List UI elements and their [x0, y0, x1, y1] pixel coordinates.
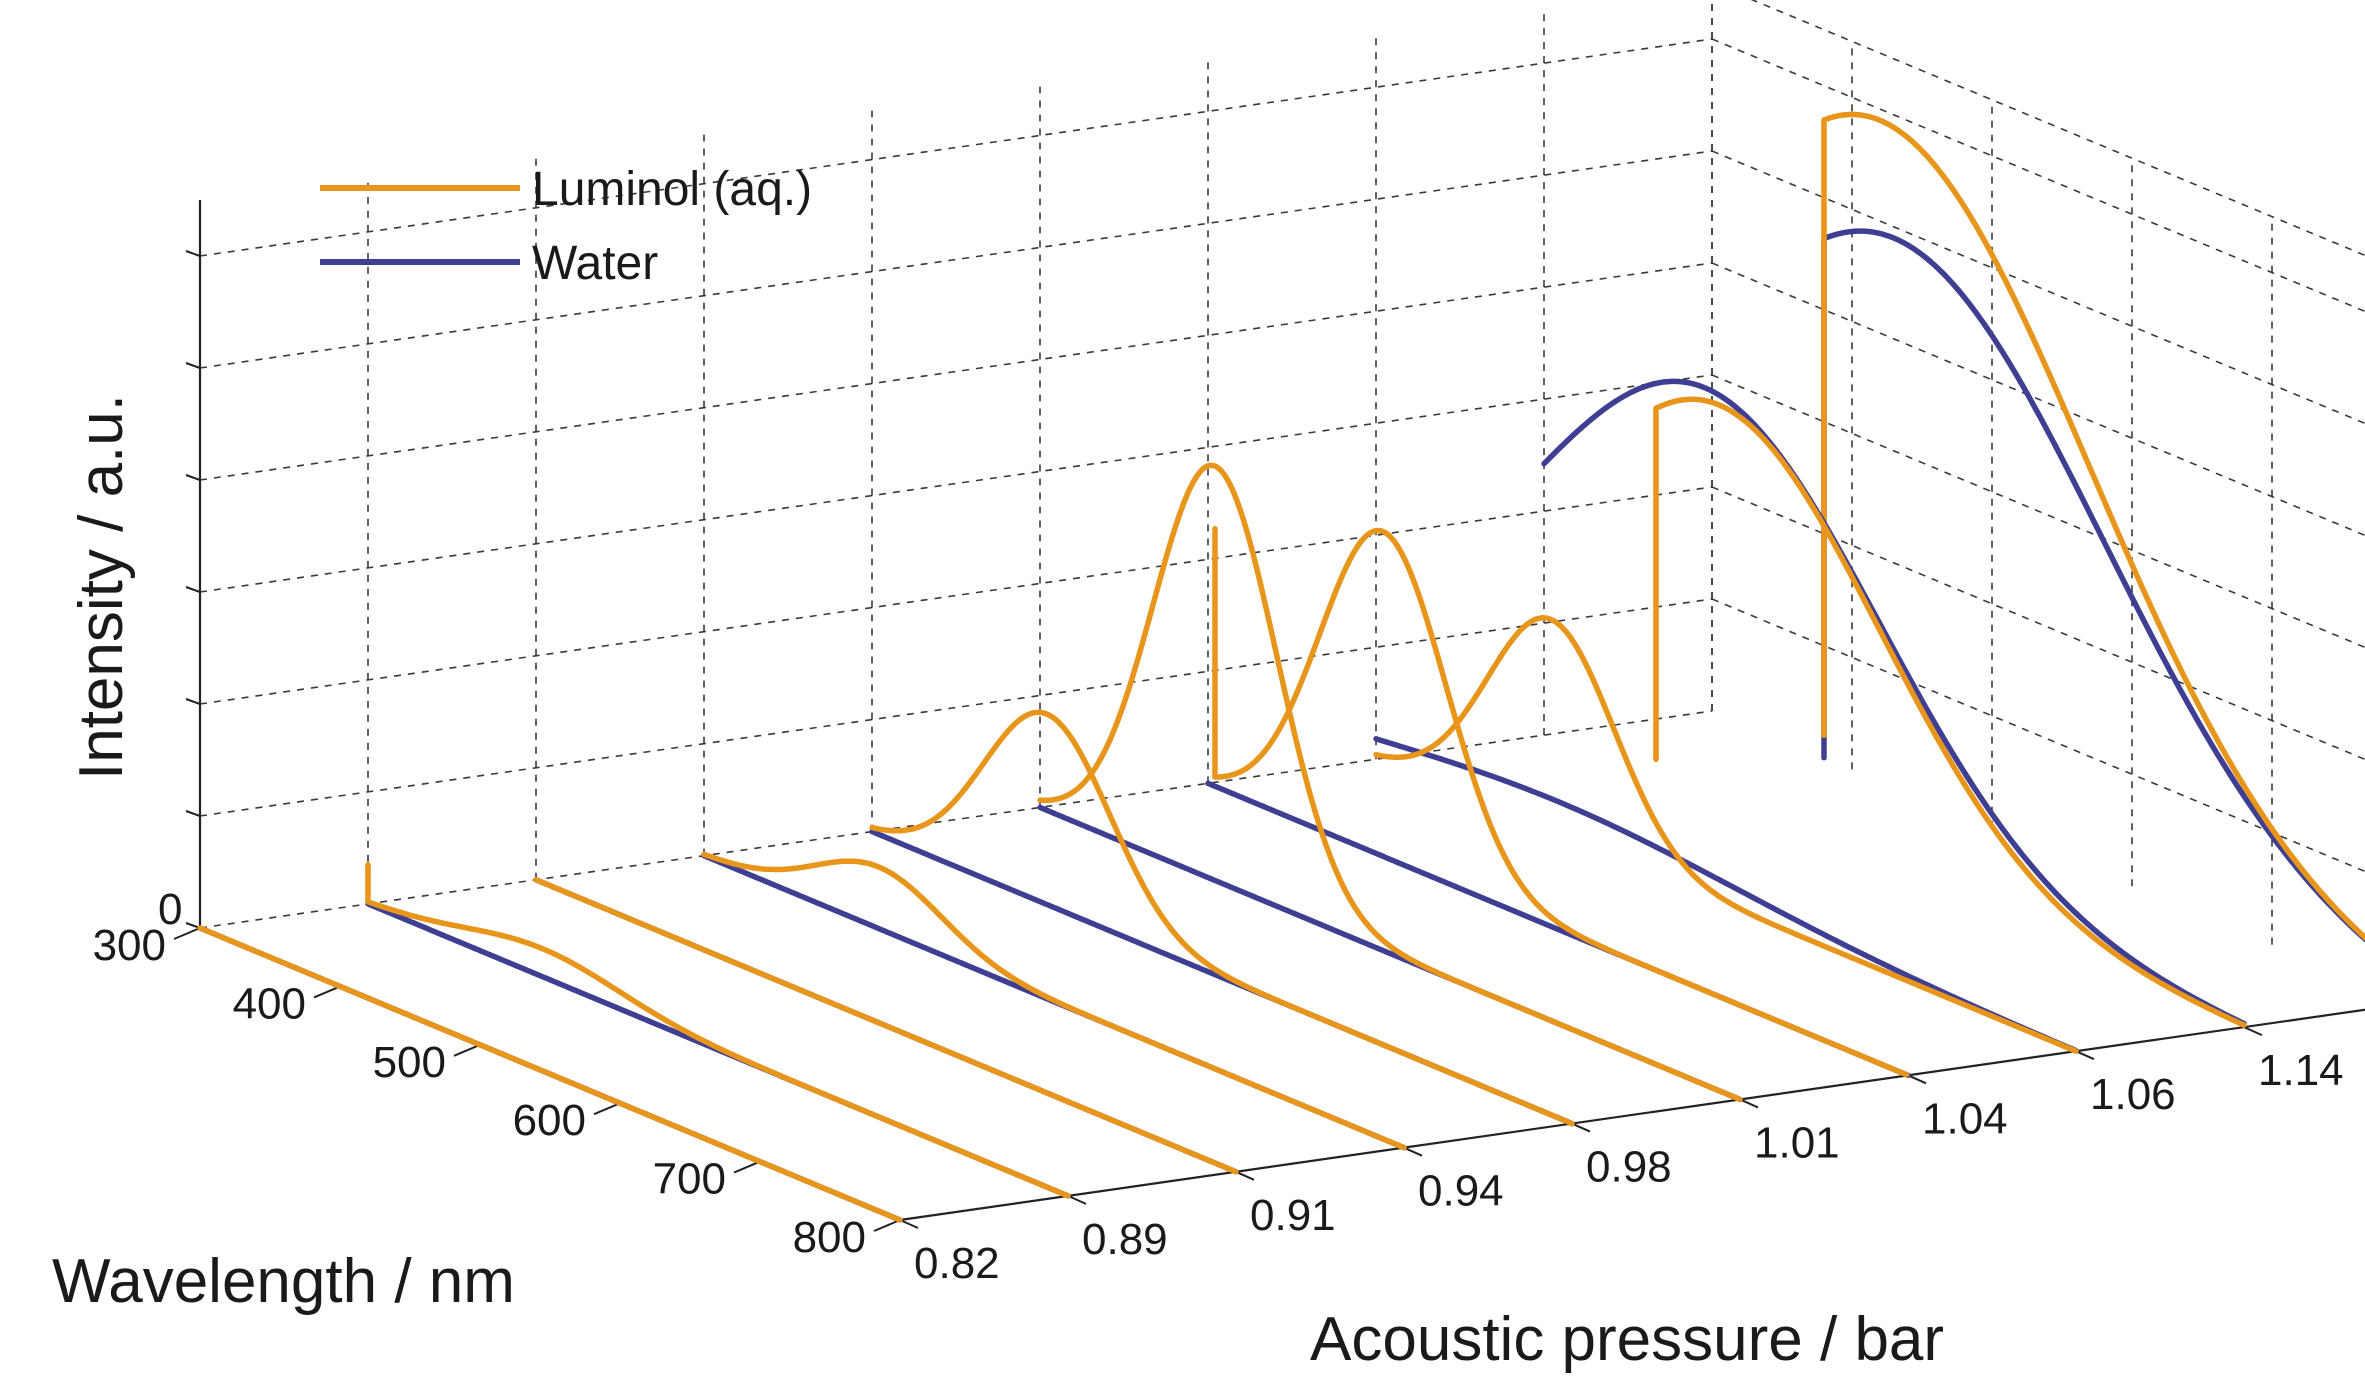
z-axis-tick	[185, 586, 201, 593]
grid-line-back-h	[199, 598, 1713, 817]
y-axis-tick	[1739, 1098, 1759, 1109]
x-axis-tick	[453, 1043, 481, 1057]
z-axis-tick	[185, 698, 201, 705]
legend-label-water: Water	[532, 237, 658, 290]
water-spectrum-1.14	[1541, 378, 2247, 1027]
y-axis-tick	[1067, 1194, 1087, 1205]
z-axis-tick	[185, 250, 201, 257]
grid-line-back-h	[199, 486, 1713, 705]
x-axis-tick	[733, 1160, 761, 1174]
x-tick-label: 600	[513, 1096, 586, 1145]
grid-line-side-h	[1711, 374, 2365, 649]
luminol-spectrum-0.94	[701, 851, 1407, 1151]
z-axis-tick	[185, 474, 201, 481]
x-axis-label: Wavelength / nm	[52, 1247, 515, 1316]
series-layer	[197, 111, 2365, 1223]
y-tick-label: 0.82	[914, 1239, 1000, 1288]
y-tick-label: 0.98	[1586, 1143, 1672, 1192]
grid-line-back-h	[199, 262, 1713, 481]
z-axis-label: Intensity / a.u.	[67, 394, 136, 780]
luminol-spectrum-1.21	[1821, 111, 2365, 942]
z-axis-tick	[185, 362, 201, 369]
luminol-spectrum-1.01	[1037, 462, 1743, 1103]
y-axis-line	[899, 1008, 2365, 1222]
legend: Luminol (aq.) Water	[320, 163, 812, 290]
y-axis-tick	[899, 1219, 919, 1229]
y-tick-label: 1.06	[2090, 1070, 2176, 1119]
x-axis-tick	[873, 1219, 901, 1232]
luminol-spectrum-1.06	[1373, 615, 2079, 1054]
y-axis-label: Acoustic pressure / bar	[1310, 1305, 1944, 1374]
x-axis-tick	[593, 1102, 621, 1116]
luminol-spectrum-0.89	[365, 861, 1071, 1199]
x-tick-label: 800	[793, 1213, 866, 1262]
x-axis-tick	[313, 985, 341, 999]
y-axis-tick	[1403, 1146, 1423, 1157]
y-tick-label: 1.01	[1754, 1118, 1840, 1167]
x-axis-tick	[173, 927, 201, 940]
x-tick-label: 300	[93, 921, 166, 970]
y-tick-label: 0.94	[1418, 1167, 1504, 1216]
grid-line-side-h	[1711, 150, 2365, 425]
water-spectrum-1.06	[1373, 736, 2079, 1054]
y-tick-label: 1.04	[1922, 1094, 2008, 1143]
water-spectrum-1.21	[1821, 228, 2365, 943]
y-axis-tick	[2243, 1026, 2263, 1037]
luminol-spectrum-1.14	[1653, 396, 2247, 1028]
luminol-spectrum-0.98	[869, 709, 1575, 1127]
x-tick-label: 400	[233, 979, 306, 1028]
grid-line-back-h	[199, 374, 1713, 593]
x-tick-label: 500	[373, 1038, 446, 1087]
y-tick-label: 1.14	[2258, 1046, 2344, 1095]
y-tick-label: 0.91	[1250, 1191, 1336, 1240]
x-tick-label: 700	[653, 1155, 726, 1204]
luminol-spectrum-0.91	[533, 877, 1239, 1175]
grid-layer	[199, 0, 2365, 945]
grid-line-side-h	[1711, 38, 2365, 313]
legend-label-luminol: Luminol (aq.)	[532, 163, 812, 216]
y-tick-label: 0.89	[1082, 1215, 1168, 1264]
luminol-spectrum-0.82	[197, 925, 903, 1223]
luminol-spectrum-1.04	[1212, 525, 1910, 1078]
grid-line-top	[1750, 0, 2365, 257]
y-axis-tick	[1571, 1122, 1591, 1133]
grid-line-back-h	[199, 710, 1713, 929]
z-tick-label: 0	[158, 885, 182, 934]
y-axis-tick	[1235, 1170, 1255, 1181]
z-axis-tick	[185, 810, 201, 817]
grid-line-back-h	[199, 150, 1713, 369]
grid-line-back-h	[199, 38, 1713, 257]
y-axis-tick	[2075, 1050, 2095, 1061]
grid-line-side-h	[1711, 598, 2365, 873]
y-axis-tick	[1907, 1074, 1927, 1085]
